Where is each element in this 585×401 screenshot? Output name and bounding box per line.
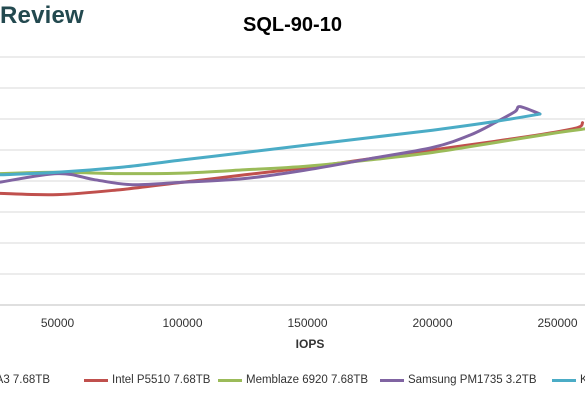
x-tick-label: 250000 (537, 316, 577, 330)
legend-label: Samsung PM1735 3.2TB (408, 374, 537, 386)
brand-logo-text: Review (0, 2, 84, 29)
legend-label: Memblaze 6920 7.68TB (246, 374, 369, 386)
legend-item: Samsung PM1735 3.2TB (380, 371, 537, 389)
legend-label: PM9A3 7.68TB (0, 374, 50, 386)
x-tick-label: 150000 (287, 316, 327, 330)
legend-item: Intel P5510 7.68TB (84, 371, 210, 389)
series-line-3 (0, 105, 542, 187)
x-tick-label: 200000 (412, 316, 452, 330)
chart-title: SQL-90-10 (243, 14, 342, 36)
legend-swatch (84, 378, 108, 382)
series-line-2 (0, 127, 585, 176)
legend-item: PM9A3 7.68TB (0, 371, 50, 389)
legend-item: Memblaze 6920 7.68TB (218, 371, 368, 389)
legend-label: Intel P5510 7.68TB (112, 374, 211, 386)
legend: PM9A3 7.68TB Intel P5510 7.68TB Memblaze 6… (0, 371, 585, 389)
series-line-4 (0, 112, 542, 177)
x-axis-ticks: 50000 100000 150000 200000 250000 (41, 316, 578, 330)
series-lines (0, 105, 585, 197)
series-line-1 (0, 121, 584, 197)
legend-item: Ki (552, 371, 585, 389)
legend-label: Ki (580, 374, 585, 386)
x-axis-label: IOPS (296, 337, 325, 351)
legend-swatch (218, 378, 242, 382)
legend-swatch (552, 378, 576, 382)
x-tick-label: 50000 (41, 316, 75, 330)
gridlines (0, 56, 585, 306)
x-tick-label: 100000 (162, 316, 202, 330)
legend-swatch (380, 378, 404, 382)
